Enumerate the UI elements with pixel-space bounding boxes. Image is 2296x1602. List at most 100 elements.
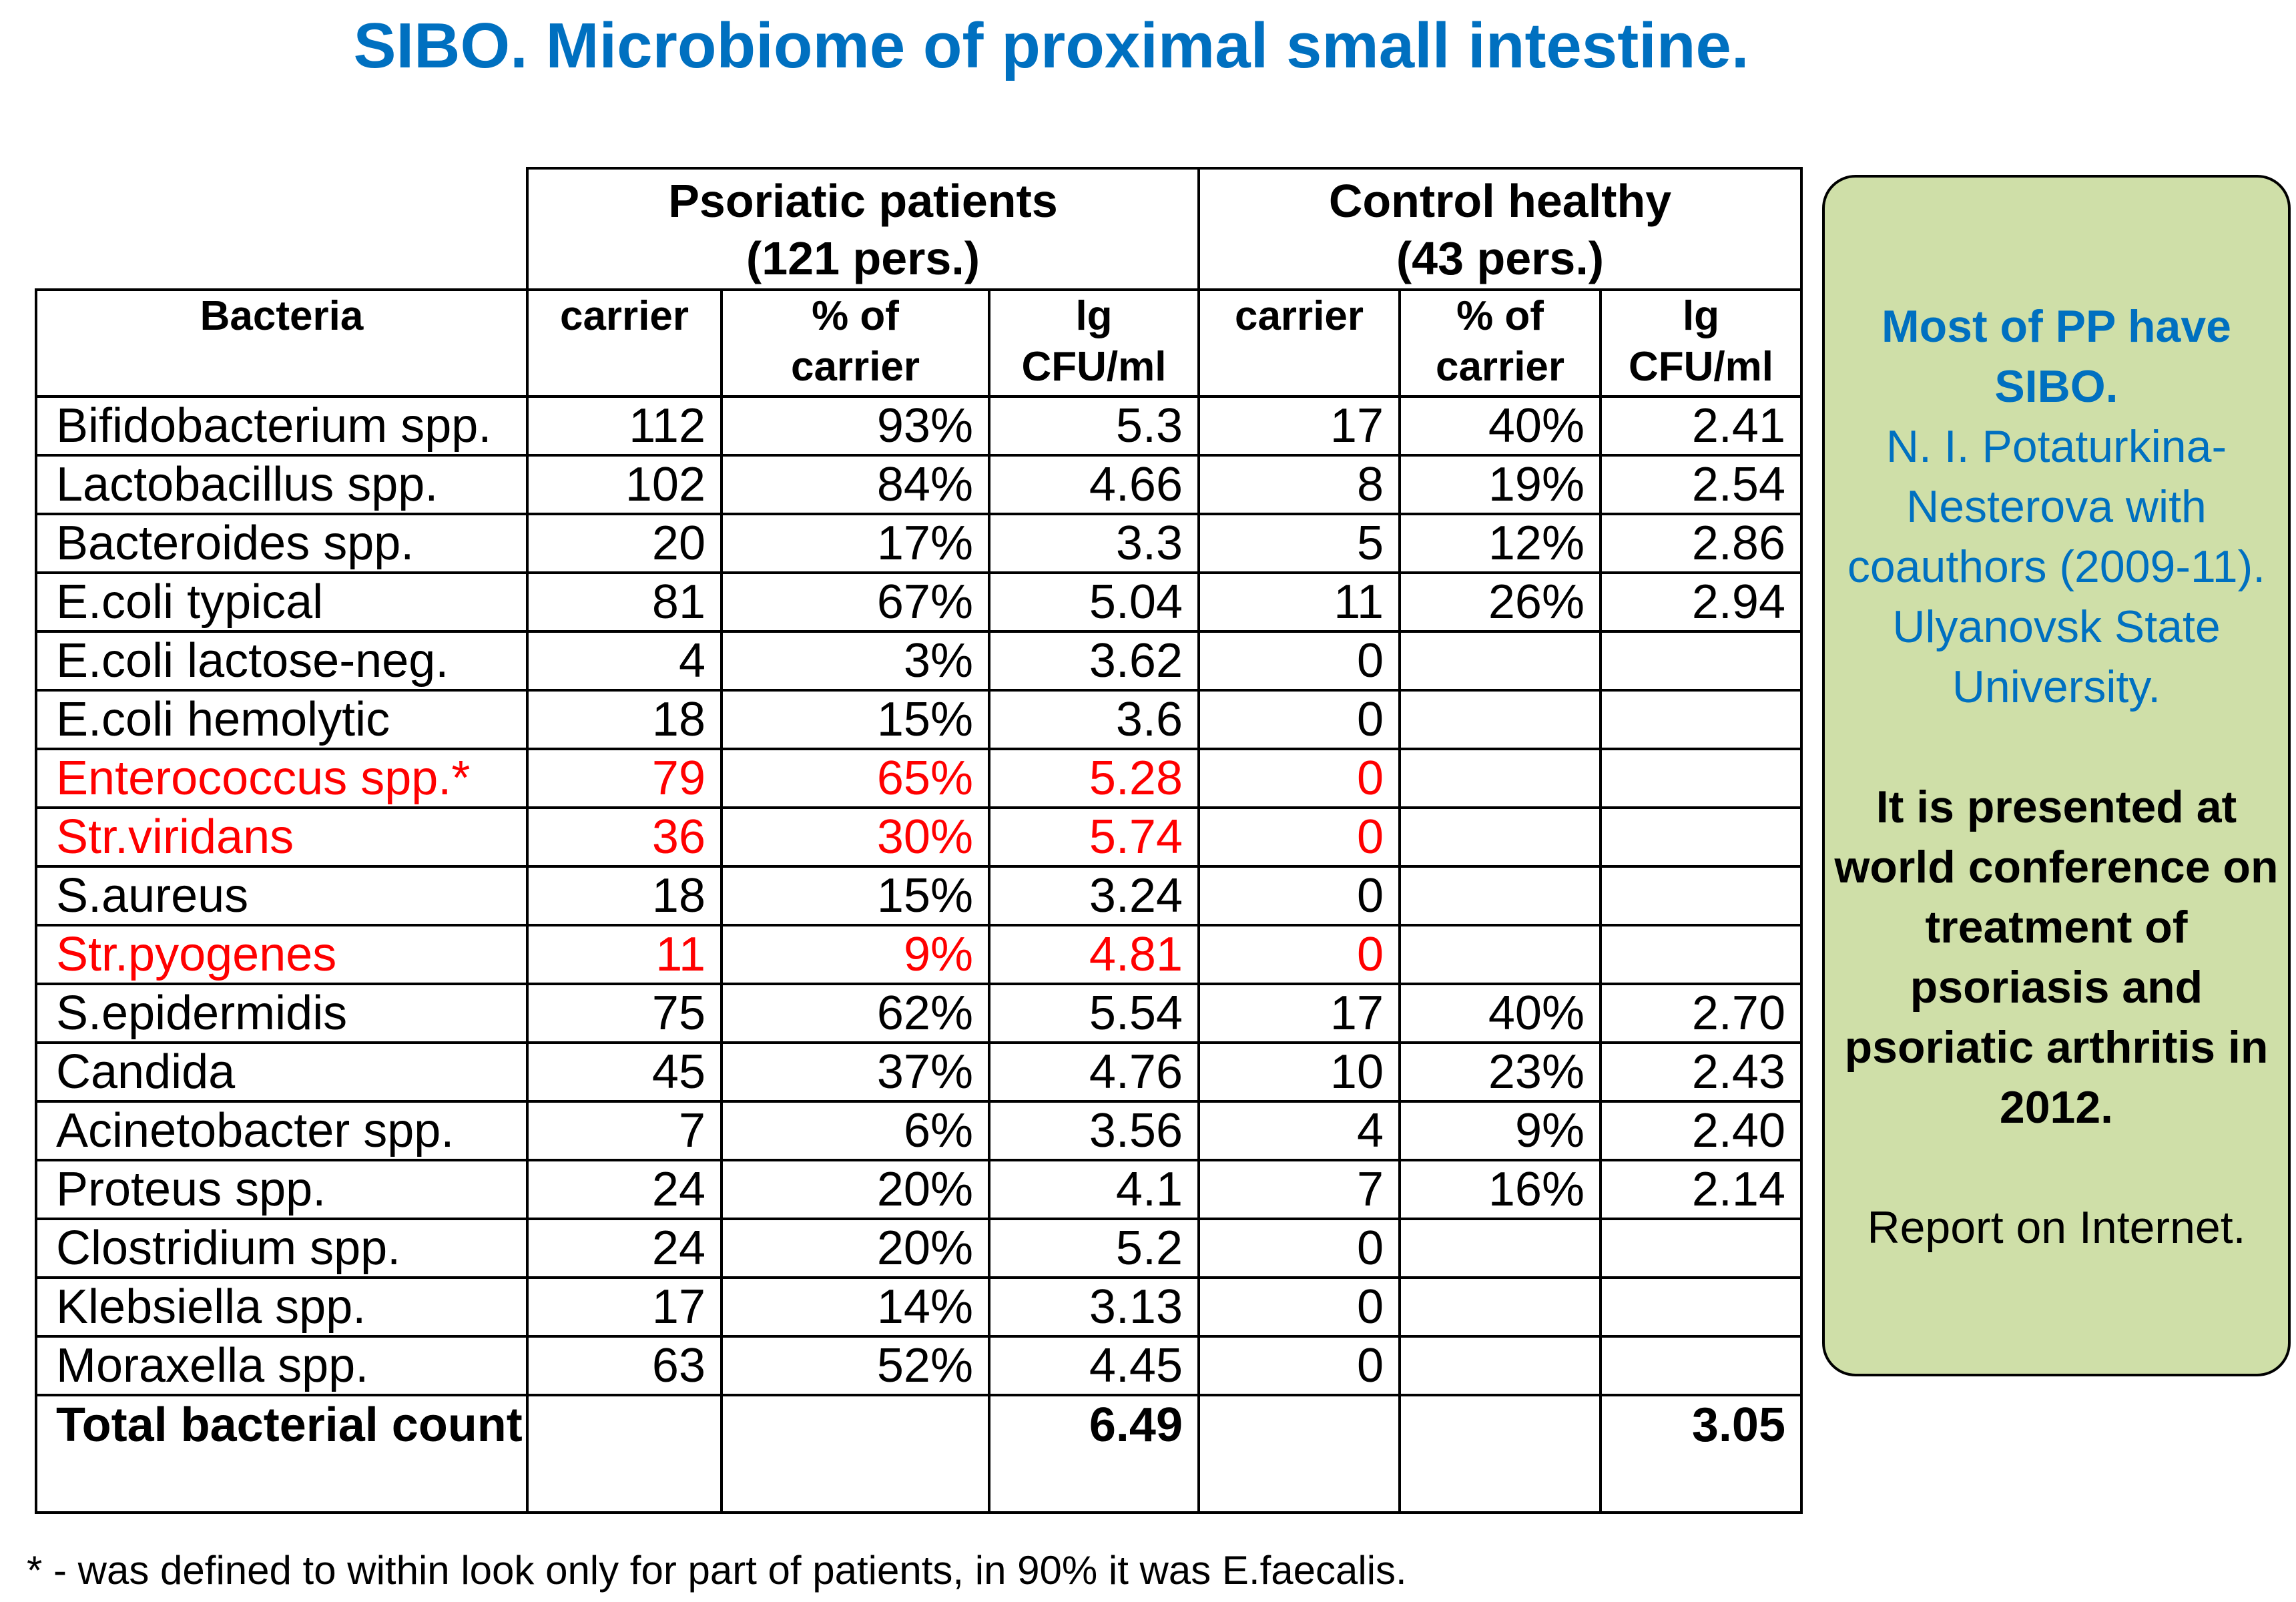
cell-bacteria-name: Proteus spp. xyxy=(35,1159,529,1220)
cell-ch-pct xyxy=(1398,1276,1602,1338)
cell-pp-carrier: 24 xyxy=(526,1159,723,1220)
group-header-row: Psoriatic patients (121 pers.) Control h… xyxy=(36,167,1803,291)
table-row: Enterococcus spp.* 79 65% 5.28 0 xyxy=(35,748,1803,809)
table-row: Str.viridans 36 30% 5.74 0 xyxy=(35,806,1803,868)
total-pp-pct xyxy=(720,1394,990,1514)
cell-bacteria-name: E.coli hemolytic xyxy=(35,689,529,750)
cell-bacteria-name: Clostridium spp. xyxy=(35,1218,529,1279)
col-header-pp-lg: lg CFU/ml xyxy=(988,288,1200,398)
cell-ch-lg xyxy=(1599,865,1803,926)
cell-bacteria-name: Lactobacillus spp. xyxy=(35,454,529,515)
col-header-pp-carrier: carrier xyxy=(526,288,723,398)
cell-ch-pct xyxy=(1398,806,1602,868)
cell-ch-pct xyxy=(1398,865,1602,926)
cell-pp-pct: 17% xyxy=(720,513,990,574)
cell-ch-lg xyxy=(1599,1276,1803,1338)
cell-bacteria-name: Candida xyxy=(35,1041,529,1103)
cell-pp-carrier: 102 xyxy=(526,454,723,515)
cell-ch-pct: 23% xyxy=(1398,1041,1602,1103)
cell-ch-carrier: 10 xyxy=(1197,1041,1401,1103)
table-row: Proteus spp. 24 20% 4.1 7 16% 2.14 xyxy=(35,1159,1803,1220)
cell-pp-pct: 9% xyxy=(720,924,990,985)
total-row: Total bacterial count 6.49 3.05 xyxy=(35,1394,1803,1514)
table-row: Klebsiella spp. 17 14% 3.13 0 xyxy=(35,1276,1803,1338)
cell-pp-lg: 5.04 xyxy=(988,571,1200,633)
cell-pp-pct: 3% xyxy=(720,630,990,692)
cell-pp-lg: 5.54 xyxy=(988,983,1200,1044)
cell-pp-pct: 67% xyxy=(720,571,990,633)
cell-ch-carrier: 0 xyxy=(1197,748,1401,809)
cell-pp-pct: 65% xyxy=(720,748,990,809)
table-row: S.aureus 18 15% 3.24 0 xyxy=(35,865,1803,926)
cell-pp-lg: 3.56 xyxy=(988,1100,1200,1161)
cell-bacteria-name: Bacteroides spp. xyxy=(35,513,529,574)
cell-ch-lg xyxy=(1599,806,1803,868)
cell-pp-lg: 5.74 xyxy=(988,806,1200,868)
cell-ch-pct: 12% xyxy=(1398,513,1602,574)
cell-pp-pct: 20% xyxy=(720,1159,990,1220)
table-row: Clostridium spp. 24 20% 5.2 0 xyxy=(35,1218,1803,1279)
cell-ch-carrier: 0 xyxy=(1197,806,1401,868)
group-control-count: (43 pers.) xyxy=(1396,232,1605,284)
cell-bacteria-name: S.aureus xyxy=(35,865,529,926)
cell-pp-lg: 4.76 xyxy=(988,1041,1200,1103)
cell-pp-lg: 3.6 xyxy=(988,689,1200,750)
cell-ch-pct: 16% xyxy=(1398,1159,1602,1220)
group-psoriatic-header: Psoriatic patients (121 pers.) xyxy=(526,167,1200,291)
cell-ch-pct xyxy=(1398,924,1602,985)
side-note-source: N. I. Potaturkina-Nesterova with coautho… xyxy=(1847,421,2266,712)
cell-pp-pct: 30% xyxy=(720,806,990,868)
cell-ch-carrier: 0 xyxy=(1197,689,1401,750)
table-row: Str.pyogenes 11 9% 4.81 0 xyxy=(35,924,1803,985)
cell-pp-pct: 52% xyxy=(720,1335,990,1396)
cell-ch-lg xyxy=(1599,630,1803,692)
group-control-title: Control healthy xyxy=(1328,175,1672,227)
page-title: SIBO. Microbiome of proximal small intes… xyxy=(353,10,1749,81)
table-row: E.coli hemolytic 18 15% 3.6 0 xyxy=(35,689,1803,750)
cell-ch-lg: 2.94 xyxy=(1599,571,1803,633)
cell-ch-pct: 26% xyxy=(1398,571,1602,633)
cell-bacteria-name: Str.viridans xyxy=(35,806,529,868)
cell-pp-pct: 37% xyxy=(720,1041,990,1103)
col-header-ch-lg: lg CFU/ml xyxy=(1599,288,1803,398)
cell-ch-carrier: 17 xyxy=(1197,395,1401,457)
cell-pp-carrier: 45 xyxy=(526,1041,723,1103)
cell-ch-carrier: 0 xyxy=(1197,1335,1401,1396)
table-row: E.coli typical 81 67% 5.04 11 26% 2.94 xyxy=(35,571,1803,633)
cell-ch-carrier: 4 xyxy=(1197,1100,1401,1161)
cell-pp-carrier: 24 xyxy=(526,1218,723,1279)
cell-pp-carrier: 75 xyxy=(526,983,723,1044)
cell-pp-carrier: 79 xyxy=(526,748,723,809)
total-pp-carrier xyxy=(526,1394,723,1514)
cell-pp-pct: 6% xyxy=(720,1100,990,1161)
cell-ch-lg: 2.43 xyxy=(1599,1041,1803,1103)
cell-pp-pct: 93% xyxy=(720,395,990,457)
cell-ch-pct: 9% xyxy=(1398,1100,1602,1161)
table-row: Bacteroides spp. 20 17% 3.3 5 12% 2.86 xyxy=(35,513,1803,574)
cell-ch-lg: 2.41 xyxy=(1599,395,1803,457)
cell-pp-lg: 5.28 xyxy=(988,748,1200,809)
cell-ch-carrier: 8 xyxy=(1197,454,1401,515)
cell-ch-lg: 2.54 xyxy=(1599,454,1803,515)
table-row: E.coli lactose-neg. 4 3% 3.62 0 xyxy=(35,630,1803,692)
cell-bacteria-name: Bifidobacterium spp. xyxy=(35,395,529,457)
cell-ch-pct xyxy=(1398,1335,1602,1396)
cell-ch-carrier: 0 xyxy=(1197,1218,1401,1279)
table-row: Lactobacillus spp. 102 84% 4.66 8 19% 2.54 xyxy=(35,454,1803,515)
cell-pp-carrier: 18 xyxy=(526,689,723,750)
bacteria-table: Psoriatic patients (121 pers.) Control h… xyxy=(35,167,1803,1514)
cell-ch-lg: 2.70 xyxy=(1599,983,1803,1044)
total-pp-lg: 6.49 xyxy=(988,1394,1200,1514)
cell-pp-lg: 4.1 xyxy=(988,1159,1200,1220)
cell-pp-carrier: 18 xyxy=(526,865,723,926)
cell-bacteria-name: E.coli lactose-neg. xyxy=(35,630,529,692)
col-header-ch-pct: % of carrier xyxy=(1398,288,1602,398)
cell-ch-lg xyxy=(1599,1218,1803,1279)
cell-bacteria-name: Acinetobacter spp. xyxy=(35,1100,529,1161)
cell-ch-carrier: 11 xyxy=(1197,571,1401,633)
cell-ch-lg xyxy=(1599,689,1803,750)
cell-ch-pct xyxy=(1398,630,1602,692)
cell-pp-lg: 4.81 xyxy=(988,924,1200,985)
cell-pp-lg: 5.3 xyxy=(988,395,1200,457)
cell-pp-pct: 14% xyxy=(720,1276,990,1338)
